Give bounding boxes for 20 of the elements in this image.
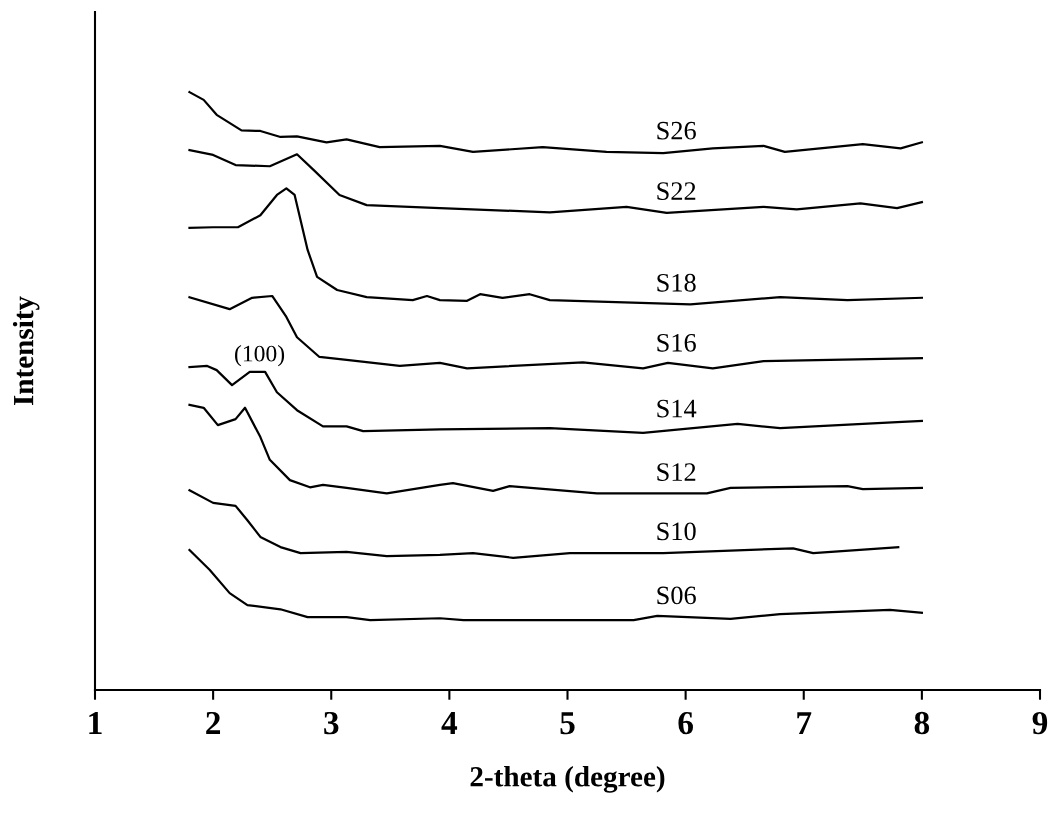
y-axis-title: Intensity [12, 296, 40, 406]
x-tick-label: 1 [89, 711, 102, 734]
series-label: S26 [657, 121, 696, 140]
x-tick-label: 4 [441, 712, 458, 734]
annotation: (100) [235, 344, 285, 367]
x-tick-label: 2 [206, 711, 221, 734]
series-label: S10 [657, 522, 696, 541]
x-axis-title: 2-theta (degree) [470, 766, 665, 793]
x-tick-label: 6 [678, 711, 693, 735]
x-tick-label: 3 [324, 711, 339, 735]
x-tick-label: 9 [1032, 711, 1048, 735]
x-tick-label: 5 [560, 712, 575, 735]
x-tick-label: 7 [797, 712, 812, 734]
series-label: S16 [657, 333, 696, 352]
x-tick-label: 8 [914, 711, 930, 735]
series-label: S12 [657, 463, 696, 481]
series-label: S18 [657, 273, 696, 292]
series-label: S22 [657, 182, 696, 200]
series-label: S14 [657, 399, 697, 418]
series-label: S06 [657, 586, 696, 605]
